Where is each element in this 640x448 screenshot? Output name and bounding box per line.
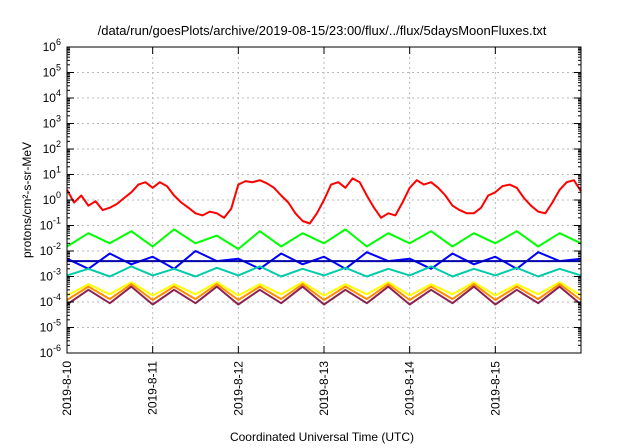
series-line-2: [66, 250, 582, 270]
series-line-0: [66, 177, 582, 225]
x-tick-label: 2019-8-15: [488, 361, 502, 416]
y-tick-label: 106: [43, 37, 61, 54]
series-line-1: [66, 228, 582, 250]
y-tick-label: 10-4: [40, 292, 61, 309]
y-tick-label: 10-3: [40, 267, 61, 284]
y-tick-label: 10-1: [40, 216, 61, 233]
x-tick-label: 2019-8-13: [317, 361, 331, 416]
y-tick-label: 104: [43, 88, 61, 105]
series-line-4: [66, 265, 582, 278]
series-group: [66, 177, 582, 306]
series-line-5: [66, 281, 582, 297]
grid: [67, 47, 581, 353]
y-tick-label: 10-6: [40, 343, 61, 360]
y-tick-label: 103: [43, 114, 61, 131]
y-axis-label: protons/cm²-s-sr-MeV: [20, 142, 34, 258]
y-tick-label: 10-2: [40, 241, 61, 258]
y-tick-label: 10-5: [40, 318, 61, 335]
y-tick-label: 101: [43, 165, 61, 182]
ticks: [66, 46, 581, 354]
y-tick-labels: 10-6 10-5 10-4 10-3 10-2 10-1 100 101 102 103 104 1…: [40, 37, 61, 360]
series-line-6: [66, 283, 582, 301]
y-tick-label: 102: [43, 139, 61, 156]
x-axis-label: Coordinated Universal Time (UTC): [230, 430, 414, 444]
y-tick-label: 100: [43, 190, 61, 207]
x-tick-label: 2019-8-11: [146, 361, 160, 415]
chart-title: /data/run/goesPlots/archive/2019-08-15/2…: [98, 23, 547, 38]
x-tick-labels: 2019-8-10 2019-8-11 2019-8-12 2019-8-13 2019…: [60, 361, 502, 416]
x-tick-label: 2019-8-10: [60, 361, 74, 416]
x-tick-label: 2019-8-14: [403, 361, 417, 416]
series-line-7: [66, 285, 582, 306]
y-tick-label: 105: [43, 63, 61, 80]
x-tick-label: 2019-8-12: [231, 361, 245, 416]
